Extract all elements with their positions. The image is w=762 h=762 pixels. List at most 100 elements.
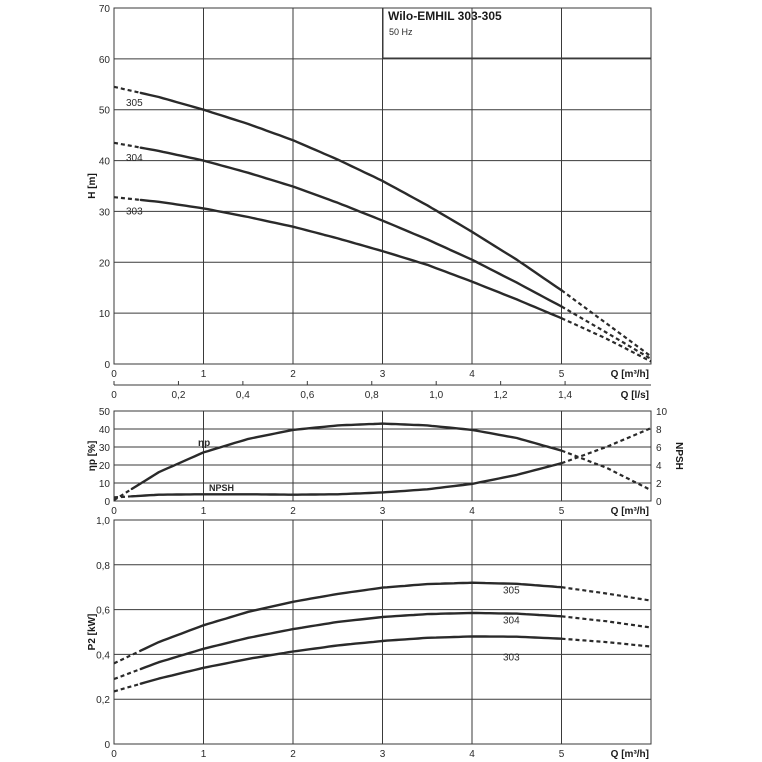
curve-layer [113,85,652,693]
x-tick-label: 5 [559,369,565,380]
curve-label-p2-304: 304 [503,615,520,626]
y-tick-label: 50 [99,407,111,418]
x2-tick-label: 0,2 [171,390,185,401]
x2-tick-label: 1,4 [558,390,572,401]
y2-tick-label: 6 [656,443,662,454]
curve-label-h-304: 304 [126,153,143,164]
x2-tick-label: 0,4 [236,390,250,401]
x2-tick-label: 0,6 [300,390,314,401]
x-tick-label: 3 [380,369,386,380]
x-axis-label: Q [m³/h] [611,749,649,760]
x-tick-label: 1 [201,749,207,760]
x-axis-label: Q [m³/h] [611,506,649,517]
curve-p2-305-solid [139,581,563,652]
curve-label-h-303: 303 [126,207,143,218]
y-tick-label: 0 [104,497,110,508]
x2-tick-label: 1,0 [429,390,443,401]
curve-label-p2-303: 303 [503,653,520,664]
curve-h-303 [113,196,652,363]
curve-efficiency-solid [130,422,563,491]
axis-label-layer: Q [m³/h] Q [l/s] H [m] Q [m³/h] ηp [%] NPSH Q … [87,98,684,760]
curve-p2-305-dashed-end [561,586,652,602]
y-axis-label: P2 [kW] [87,614,98,651]
curve-npsh-solid [130,462,563,498]
curve-label-efficiency: ηp [198,438,210,449]
curve-h-304-solid [139,146,563,308]
y-tick-label: 0 [104,740,110,751]
y-tick-label: 50 [99,106,111,117]
x-tick-label: 3 [380,749,386,760]
curve-p2-304-solid [139,611,563,671]
y2-tick-label: 2 [656,479,662,490]
curve-h-303-dashed-end [561,317,652,363]
x-axis-label: Q [m³/h] [611,369,649,380]
x-tick-label: 4 [469,749,475,760]
y-tick-label: 0,2 [96,695,110,706]
y-axis-label: ηp [%] [87,441,98,472]
curve-h-305 [113,85,652,358]
curve-p2-304-dashed-end [561,615,652,629]
x-tick-label: 3 [380,506,386,517]
y-tick-label: 10 [99,309,111,320]
curve-p2-303-dashed-end [561,637,652,648]
y-tick-label: 10 [99,479,111,490]
grid-panel-3 [113,519,652,745]
title-box-border [382,8,651,59]
grid-panel-1 [113,7,652,365]
curve-h-305-solid [139,91,563,292]
x-tick-label: 2 [290,506,296,517]
y2-tick-label: 4 [656,461,662,472]
y-tick-label: 20 [99,258,111,269]
y-tick-label: 60 [99,55,111,66]
curve-npsh-dashed-start [113,495,132,499]
y-tick-label: 70 [99,4,111,15]
curve-npsh-dashed-end [561,427,652,465]
x-tick-label: 4 [469,506,475,517]
y2-axis-label: NPSH [673,442,684,470]
curve-p2-305 [113,581,652,665]
y-tick-label: 0,8 [96,561,110,572]
x-tick-label: 1 [201,506,207,517]
y-tick-label: 1,0 [96,516,110,527]
chart-title: Wilo-EMHIL 303-305 [388,9,502,23]
y2-tick-label: 8 [656,425,662,436]
y-tick-label: 30 [99,207,111,218]
curve-npsh [113,427,652,499]
y-tick-label: 0,4 [96,650,110,661]
curve-h-305-dashed-start [113,85,142,94]
curve-p2-304-dashed-start [113,667,142,681]
curve-p2-303-dashed-start [113,682,142,693]
y-tick-label: 30 [99,443,111,454]
curve-label-npsh: NPSH [209,483,234,493]
x2-axis-label: Q [l/s] [621,390,649,401]
curve-p2-304 [113,611,652,681]
curve-h-303-dashed-start [113,196,141,201]
y-tick-label: 0,6 [96,606,110,617]
grid-layer [113,7,652,745]
curve-p2-305-dashed-start [113,649,142,665]
y-tick-label: 40 [99,157,111,168]
title-box: Wilo-EMHIL 303-305 50 Hz [388,9,502,37]
x-tick-label: 1 [201,369,207,380]
curve-label-h-305: 305 [126,98,143,109]
curve-h-304 [113,141,652,360]
y-tick-label: 0 [104,360,110,371]
y-tick-label: 40 [99,425,111,436]
curve-efficiency-dashed-end [561,449,652,492]
y2-tick-label: 0 [656,497,662,508]
curve-p2-303-solid [139,635,563,685]
x-tick-label: 0 [111,506,117,517]
curve-h-304-dashed-start [113,141,142,149]
y2-tick-label: 10 [656,407,668,418]
x-tick-label: 2 [290,749,296,760]
chart-subtitle: 50 Hz [389,27,413,37]
curve-h-304-dashed-end [560,305,652,360]
y-tick-label: 20 [99,461,111,472]
y-axis-label: H [m] [87,173,98,199]
x2-tick-label: 0,8 [365,390,379,401]
x-tick-label: 5 [559,749,565,760]
curve-p2-303 [113,635,652,693]
